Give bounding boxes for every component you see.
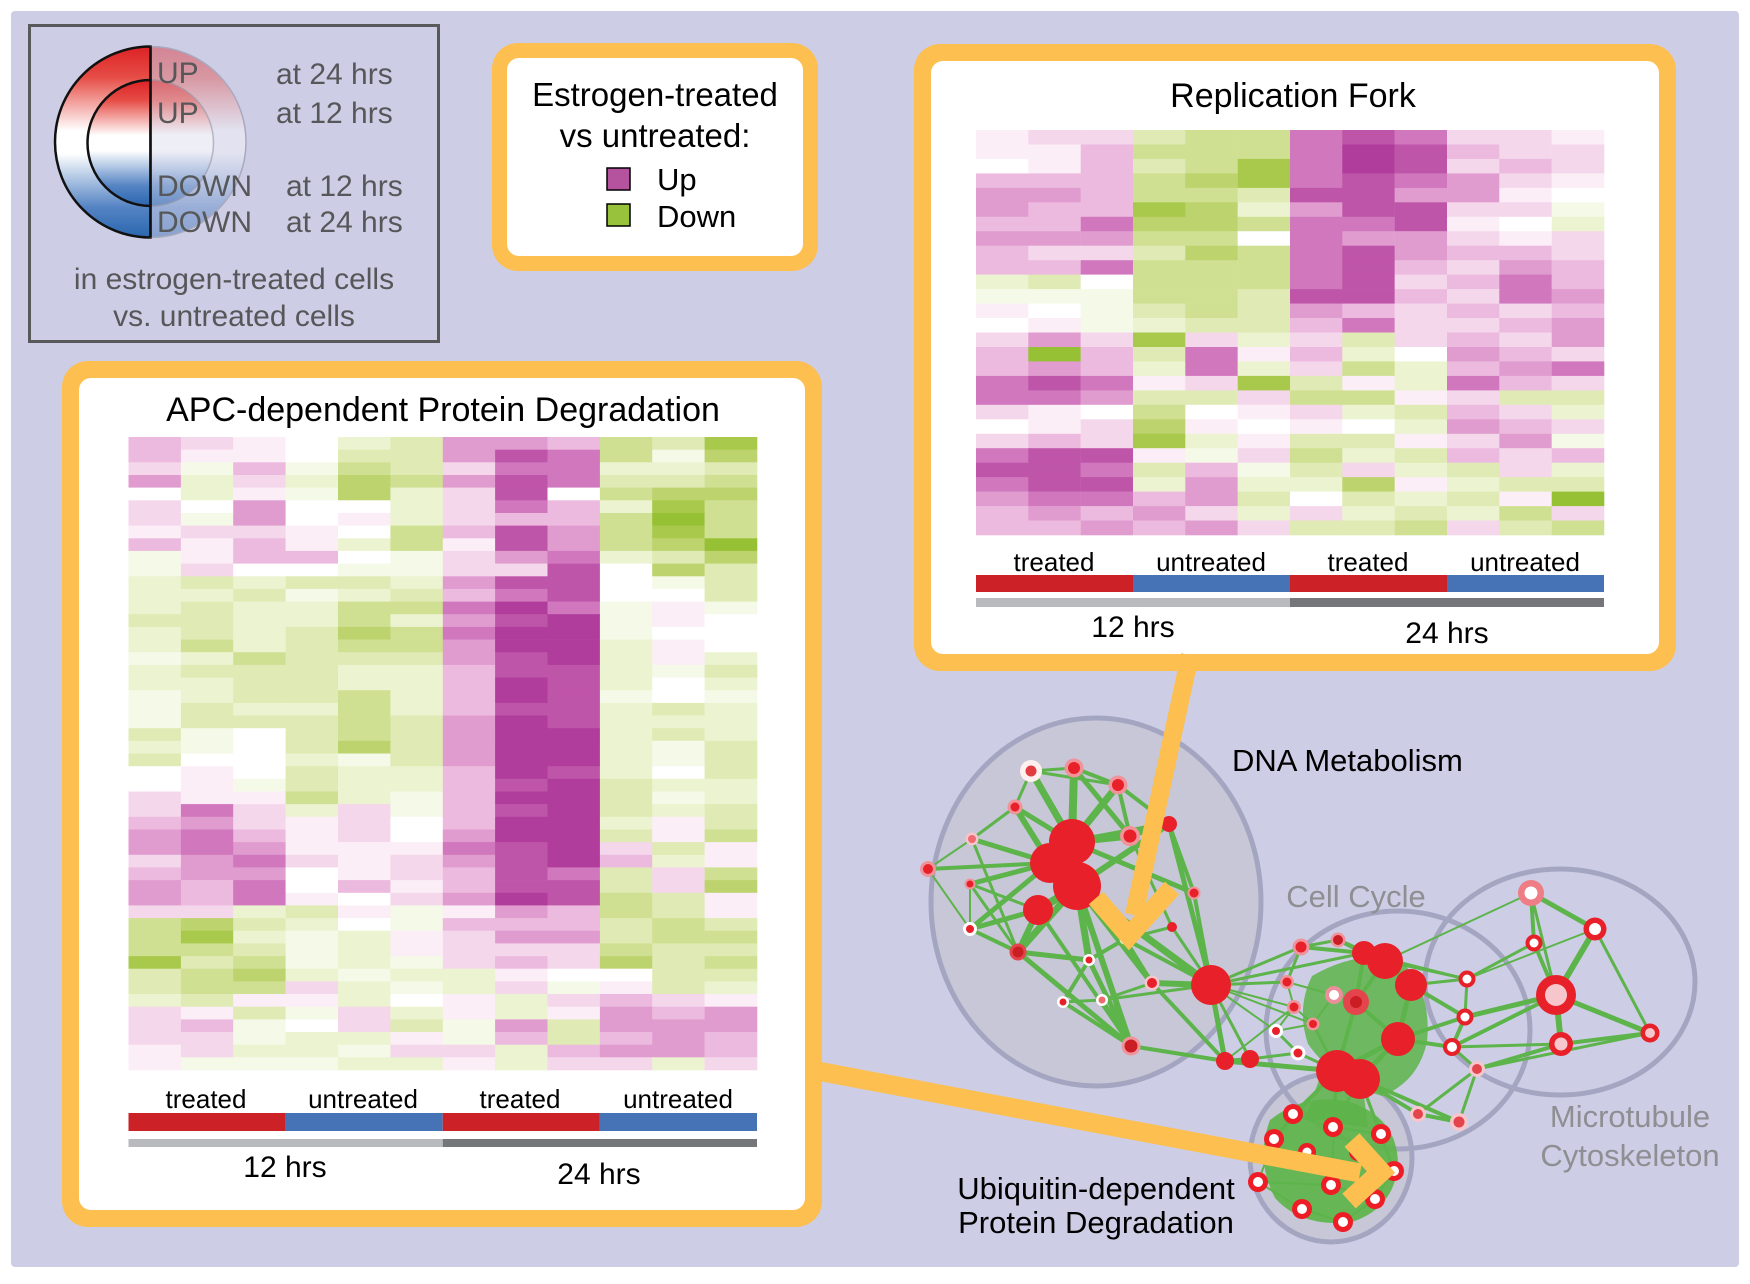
svg-text:Protein Degradation: Protein Degradation <box>958 1205 1234 1240</box>
svg-text:UP: UP <box>157 57 199 90</box>
svg-text:Microtubule: Microtubule <box>1550 1099 1710 1134</box>
svg-text:treated: treated <box>480 1084 561 1114</box>
svg-text:Cytoskeleton: Cytoskeleton <box>1540 1138 1719 1173</box>
svg-text:Estrogen-treated: Estrogen-treated <box>532 76 778 113</box>
svg-text:DOWN: DOWN <box>157 170 252 203</box>
svg-text:Ubiquitin-dependent: Ubiquitin-dependent <box>957 1171 1235 1206</box>
svg-text:untreated: untreated <box>308 1084 418 1114</box>
svg-text:at 12 hrs: at 12 hrs <box>276 97 393 130</box>
svg-text:Up: Up <box>657 162 697 197</box>
svg-text:DOWN: DOWN <box>157 206 252 239</box>
svg-text:treated: treated <box>1014 547 1095 577</box>
svg-text:treated: treated <box>1328 547 1409 577</box>
svg-text:APC-dependent Protein Degradat: APC-dependent Protein Degradation <box>166 391 720 429</box>
svg-text:at 24 hrs: at 24 hrs <box>276 58 393 91</box>
svg-text:at 24 hrs: at 24 hrs <box>286 206 403 239</box>
svg-text:DNA Metabolism: DNA Metabolism <box>1232 743 1463 778</box>
svg-text:Down: Down <box>657 199 736 234</box>
svg-text:vs. untreated cells: vs. untreated cells <box>113 300 355 333</box>
svg-text:treated: treated <box>166 1084 247 1114</box>
svg-text:vs untreated:: vs untreated: <box>560 117 751 154</box>
svg-text:24 hrs: 24 hrs <box>557 1158 640 1191</box>
svg-text:at 12 hrs: at 12 hrs <box>286 170 403 203</box>
svg-text:24 hrs: 24 hrs <box>1405 617 1488 650</box>
svg-text:untreated: untreated <box>623 1084 733 1114</box>
svg-text:in estrogen-treated cells: in estrogen-treated cells <box>74 263 394 296</box>
svg-text:Cell Cycle: Cell Cycle <box>1286 879 1426 914</box>
svg-text:Replication Fork: Replication Fork <box>1170 77 1417 115</box>
svg-text:untreated: untreated <box>1470 547 1580 577</box>
svg-text:12 hrs: 12 hrs <box>243 1151 326 1184</box>
svg-text:untreated: untreated <box>1156 547 1266 577</box>
svg-text:UP: UP <box>157 97 199 130</box>
svg-text:12 hrs: 12 hrs <box>1091 611 1174 644</box>
